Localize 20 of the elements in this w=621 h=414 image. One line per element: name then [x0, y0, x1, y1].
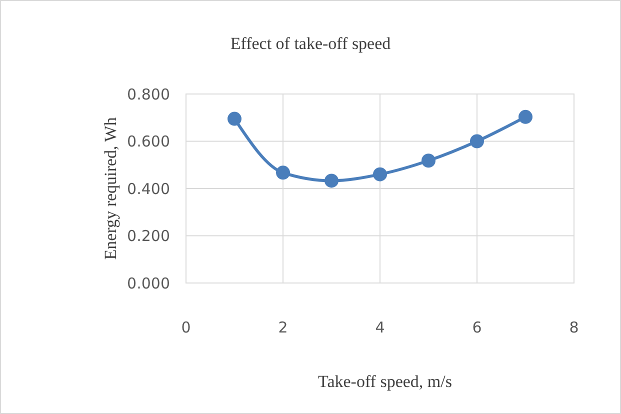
point [276, 166, 290, 180]
y-tick-label: 0.600 [127, 132, 170, 150]
y-axis-title: Energy required, Wh [100, 116, 120, 260]
y-tick-label: 0.000 [127, 274, 170, 292]
x-tick-label: 4 [375, 318, 385, 336]
x-tick-label: 6 [472, 318, 482, 336]
point [228, 112, 242, 126]
x-tick-label: 8 [569, 318, 579, 336]
x-tick-label: 2 [278, 318, 288, 336]
point [373, 167, 387, 182]
point [324, 174, 338, 188]
point [518, 110, 532, 124]
y-tick-label: 0.400 [127, 180, 170, 198]
y-tick-label: 0.800 [127, 85, 170, 104]
y-tick-label: 0.200 [127, 227, 170, 245]
chart-title: Effect of take-off speed [230, 34, 392, 53]
x-axis-title: Take-off speed, m/s [318, 372, 452, 391]
point [470, 134, 484, 148]
point [422, 154, 436, 168]
x-tick-label: 0 [181, 318, 191, 336]
